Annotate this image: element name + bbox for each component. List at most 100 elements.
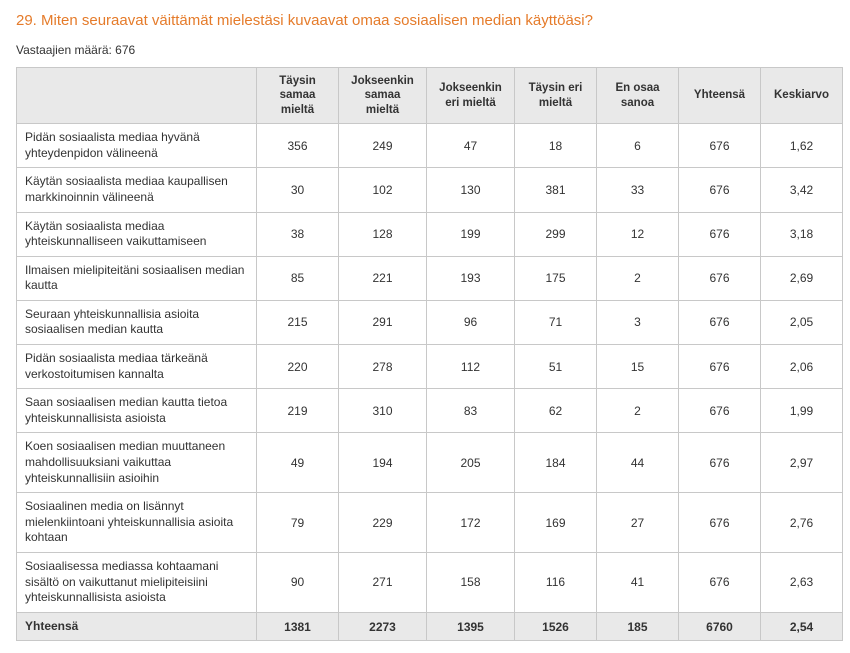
cell-value: 676 — [679, 389, 761, 433]
cell-value: 271 — [339, 553, 427, 613]
col-header: En osaa sanoa — [597, 68, 679, 124]
table-row: Sosiaalisessa mediassa kohtaamani sisält… — [17, 553, 843, 613]
cell-value: 356 — [257, 124, 339, 168]
cell-value: 299 — [515, 212, 597, 256]
cell-value: 1395 — [427, 612, 515, 641]
col-header: Täysin samaa mieltä — [257, 68, 339, 124]
cell-value: 6 — [597, 124, 679, 168]
cell-value: 205 — [427, 433, 515, 493]
col-header: Jokseenkin samaa mieltä — [339, 68, 427, 124]
table-row: Käytän sosiaalista mediaa kaupallisen ma… — [17, 168, 843, 212]
cell-value: 172 — [427, 493, 515, 553]
cell-value: 2,54 — [761, 612, 843, 641]
cell-value: 3,18 — [761, 212, 843, 256]
row-label: Yhteensä — [17, 612, 257, 641]
cell-value: 2,97 — [761, 433, 843, 493]
cell-value: 175 — [515, 256, 597, 300]
cell-value: 51 — [515, 345, 597, 389]
cell-value: 381 — [515, 168, 597, 212]
cell-value: 30 — [257, 168, 339, 212]
table-row: Seuraan yhteiskunnallisia asioita sosiaa… — [17, 300, 843, 344]
col-header: Yhteensä — [679, 68, 761, 124]
cell-value: 1,62 — [761, 124, 843, 168]
cell-value: 193 — [427, 256, 515, 300]
cell-value: 249 — [339, 124, 427, 168]
cell-value: 310 — [339, 389, 427, 433]
respondent-count: Vastaajien määrä: 676 — [16, 43, 834, 57]
cell-value: 184 — [515, 433, 597, 493]
cell-value: 220 — [257, 345, 339, 389]
cell-value: 2 — [597, 256, 679, 300]
cell-value: 291 — [339, 300, 427, 344]
cell-value: 6760 — [679, 612, 761, 641]
cell-value: 33 — [597, 168, 679, 212]
cell-value: 185 — [597, 612, 679, 641]
cell-value: 221 — [339, 256, 427, 300]
cell-value: 676 — [679, 168, 761, 212]
table-row: Koen sosiaalisen median muuttaneen mahdo… — [17, 433, 843, 493]
cell-value: 79 — [257, 493, 339, 553]
row-label: Koen sosiaalisen median muuttaneen mahdo… — [17, 433, 257, 493]
cell-value: 1526 — [515, 612, 597, 641]
col-header — [17, 68, 257, 124]
cell-value: 676 — [679, 345, 761, 389]
col-header: Täysin eri mieltä — [515, 68, 597, 124]
cell-value: 27 — [597, 493, 679, 553]
cell-value: 3,42 — [761, 168, 843, 212]
cell-value: 49 — [257, 433, 339, 493]
cell-value: 676 — [679, 433, 761, 493]
cell-value: 2,63 — [761, 553, 843, 613]
cell-value: 676 — [679, 300, 761, 344]
cell-value: 102 — [339, 168, 427, 212]
cell-value: 676 — [679, 212, 761, 256]
cell-value: 83 — [427, 389, 515, 433]
cell-value: 2273 — [339, 612, 427, 641]
cell-value: 41 — [597, 553, 679, 613]
cell-value: 71 — [515, 300, 597, 344]
row-label: Pidän sosiaalista mediaa tärkeänä verkos… — [17, 345, 257, 389]
table-total-row: Yhteensä138122731395152618567602,54 — [17, 612, 843, 641]
cell-value: 676 — [679, 124, 761, 168]
row-label: Käytän sosiaalista mediaa yhteiskunnalli… — [17, 212, 257, 256]
cell-value: 158 — [427, 553, 515, 613]
row-label: Saan sosiaalisen median kautta tietoa yh… — [17, 389, 257, 433]
cell-value: 38 — [257, 212, 339, 256]
table-header-row: Täysin samaa mieltä Jokseenkin samaa mie… — [17, 68, 843, 124]
table-row: Ilmaisen mielipiteitäni sosiaalisen medi… — [17, 256, 843, 300]
cell-value: 112 — [427, 345, 515, 389]
cell-value: 15 — [597, 345, 679, 389]
cell-value: 2 — [597, 389, 679, 433]
cell-value: 3 — [597, 300, 679, 344]
row-label: Sosiaalisessa mediassa kohtaamani sisält… — [17, 553, 257, 613]
cell-value: 12 — [597, 212, 679, 256]
table-row: Pidän sosiaalista mediaa hyvänä yhteyden… — [17, 124, 843, 168]
cell-value: 1381 — [257, 612, 339, 641]
cell-value: 1,99 — [761, 389, 843, 433]
cell-value: 128 — [339, 212, 427, 256]
cell-value: 2,06 — [761, 345, 843, 389]
cell-value: 169 — [515, 493, 597, 553]
cell-value: 130 — [427, 168, 515, 212]
cell-value: 2,69 — [761, 256, 843, 300]
cell-value: 676 — [679, 493, 761, 553]
cell-value: 47 — [427, 124, 515, 168]
cell-value: 229 — [339, 493, 427, 553]
row-label: Käytän sosiaalista mediaa kaupallisen ma… — [17, 168, 257, 212]
table-row: Sosiaalinen media on lisännyt mielenkiin… — [17, 493, 843, 553]
cell-value: 85 — [257, 256, 339, 300]
cell-value: 2,05 — [761, 300, 843, 344]
cell-value: 194 — [339, 433, 427, 493]
row-label: Sosiaalinen media on lisännyt mielenkiin… — [17, 493, 257, 553]
table-row: Pidän sosiaalista mediaa tärkeänä verkos… — [17, 345, 843, 389]
cell-value: 18 — [515, 124, 597, 168]
cell-value: 116 — [515, 553, 597, 613]
likert-table: Täysin samaa mieltä Jokseenkin samaa mie… — [16, 67, 843, 641]
col-header: Keskiarvo — [761, 68, 843, 124]
cell-value: 278 — [339, 345, 427, 389]
row-label: Ilmaisen mielipiteitäni sosiaalisen medi… — [17, 256, 257, 300]
cell-value: 676 — [679, 256, 761, 300]
cell-value: 2,76 — [761, 493, 843, 553]
cell-value: 676 — [679, 553, 761, 613]
cell-value: 44 — [597, 433, 679, 493]
table-row: Käytän sosiaalista mediaa yhteiskunnalli… — [17, 212, 843, 256]
